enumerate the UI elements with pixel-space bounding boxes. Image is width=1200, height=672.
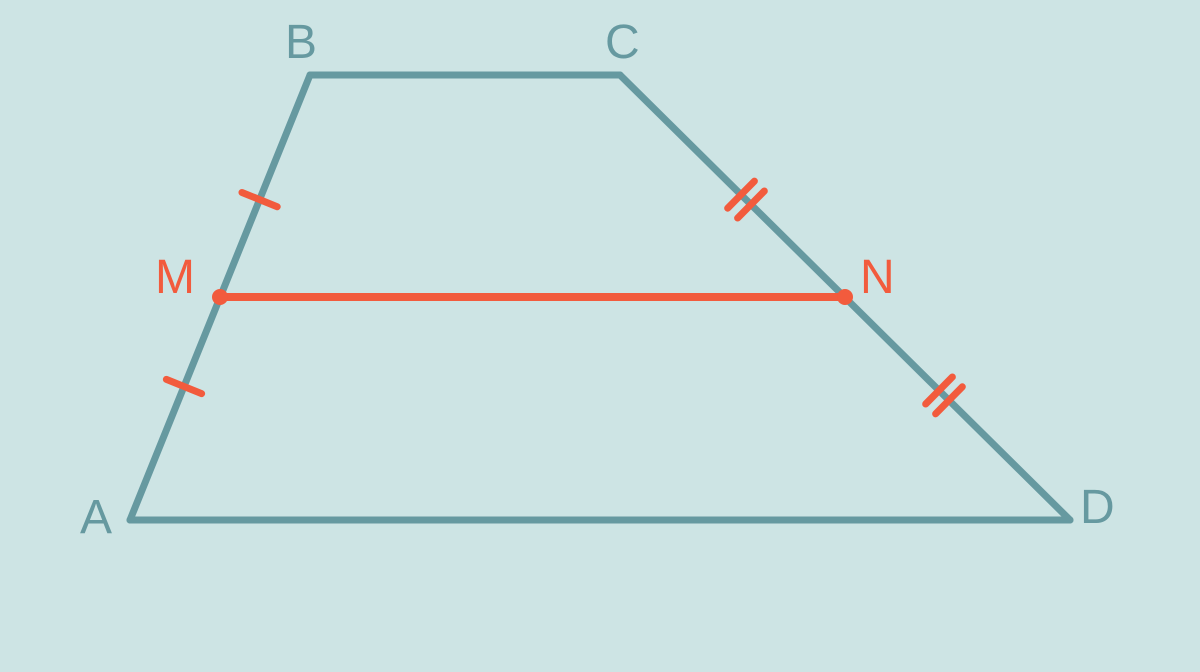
label-M: M bbox=[155, 250, 195, 305]
label-B: B bbox=[285, 15, 317, 70]
point-M bbox=[212, 289, 228, 305]
label-N: N bbox=[860, 250, 895, 305]
label-D: D bbox=[1080, 480, 1115, 535]
label-C: C bbox=[605, 15, 640, 70]
trapezoid-diagram bbox=[0, 0, 1200, 672]
point-N bbox=[837, 289, 853, 305]
label-A: A bbox=[80, 490, 112, 545]
